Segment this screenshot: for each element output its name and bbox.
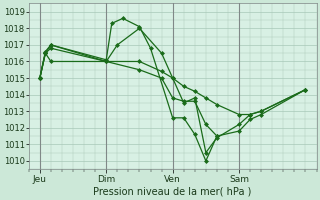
X-axis label: Pression niveau de la mer( hPa ): Pression niveau de la mer( hPa ) (93, 187, 252, 197)
